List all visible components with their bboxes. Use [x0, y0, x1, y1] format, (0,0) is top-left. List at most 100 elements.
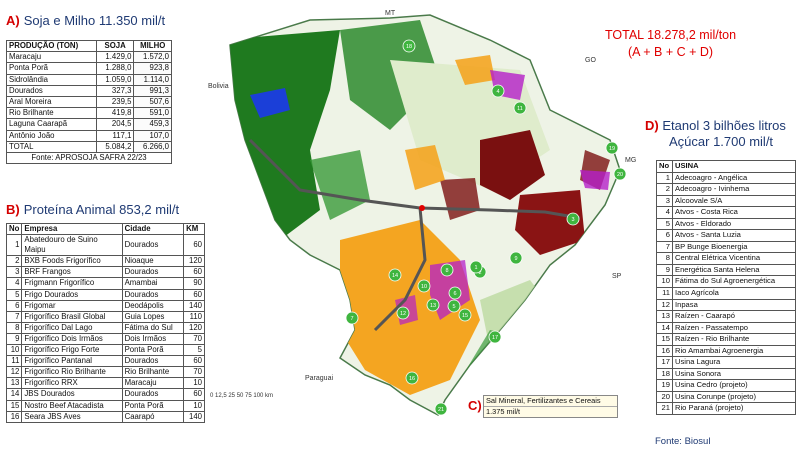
- km-cell: 10: [183, 399, 205, 412]
- table-row: 3 BRF Frangos Dourados 60: [5, 266, 205, 279]
- usina-marker-label: 9: [514, 256, 517, 262]
- usina-marker-label: 15: [462, 313, 468, 319]
- source-aprosoja: Fonte: APROSOJA SAFRA 22/23: [6, 152, 172, 165]
- milho-cell: 923,8: [133, 62, 172, 75]
- soja-cell: 1.059,0: [95, 73, 135, 86]
- milho-cell: 1.114,0: [133, 73, 172, 86]
- row-number: 1: [5, 234, 23, 257]
- row-number: 19: [656, 379, 673, 392]
- row-number: 11: [5, 355, 23, 368]
- city-cell: Ponta Porã: [121, 399, 185, 412]
- source-row: Fonte: APROSOJA SAFRA 22/23: [6, 152, 172, 165]
- row-number: 2: [656, 183, 673, 196]
- usina-marker-label: 12: [400, 311, 406, 317]
- city-cell: Dourados: [121, 388, 185, 401]
- map: MT GO MG SP Bolivia Paraguai 18 4 11 3 19 20 9…: [190, 0, 650, 455]
- municipality-cell: Dourados: [6, 84, 97, 98]
- row-number: 10: [5, 344, 23, 357]
- usina-marker: 7: [345, 311, 359, 325]
- section-c-label: Sal Mineral, Fertilizantes e Cereais: [484, 396, 617, 407]
- usina-marker-label: 7: [350, 316, 353, 322]
- usina-marker: 21: [434, 402, 448, 416]
- row-number: 3: [656, 194, 673, 208]
- section-d-title-line1: Etanol 3 bilhões litros: [662, 118, 786, 133]
- usina-cell: Atvos - Eldorado: [672, 217, 796, 231]
- table-row: 5 Atvos - Eldorado: [656, 217, 796, 231]
- row-number: 10: [656, 275, 673, 288]
- row-number: 15: [5, 399, 23, 412]
- col-header: Cidade: [121, 222, 185, 236]
- municipality-cell: Sidrolândia: [6, 73, 97, 86]
- municipality-cell: Laguna Caarapã: [6, 118, 97, 131]
- municipality-cell: Aral Moreira: [6, 96, 97, 109]
- city-marker: [419, 205, 425, 211]
- city-cell: Dourados: [121, 288, 185, 301]
- section-d-title-line2: Açúcar 1.700 mil/t: [669, 134, 774, 149]
- col-header: USINA: [672, 160, 796, 173]
- row-number: 9: [5, 332, 23, 346]
- row-number: 11: [656, 287, 673, 300]
- usina-cell: Usina Corunpe (projeto): [672, 390, 796, 404]
- row-number: 6: [5, 299, 23, 312]
- municipality-cell: Rio Brilhante: [6, 107, 97, 120]
- usina-cell: Usina Sonora: [672, 367, 796, 381]
- col-header: PRODUÇÃO (TON): [6, 39, 97, 53]
- municipality-cell: Maracaju: [6, 51, 97, 64]
- usina-cell: Raízen - Passatempo: [672, 321, 796, 335]
- table-row: Laguna Caarapã 204,5 459,3: [6, 118, 172, 131]
- soja-cell: 1.288,0: [95, 62, 135, 75]
- table-row: 12 Inpasa: [656, 298, 796, 312]
- usina-marker-label: 11: [517, 106, 523, 112]
- crop-area: [455, 55, 495, 85]
- usina-marker-label: 20: [617, 172, 623, 178]
- km-cell: 60: [183, 288, 205, 301]
- table-row: 20 Usina Corunpe (projeto): [656, 390, 796, 404]
- usina-cell: Adecoagro - Angélica: [672, 171, 796, 185]
- municipality-cell: TOTAL: [6, 140, 97, 154]
- section-b-letter: B): [6, 202, 20, 217]
- table-row: 5 Frigo Dourados Dourados 60: [5, 288, 205, 301]
- usina-marker: 6: [448, 286, 462, 300]
- col-header: Empresa: [21, 222, 123, 236]
- company-cell: Frigorífico Brasil Global: [21, 310, 123, 323]
- usina-marker-label: 16: [409, 376, 415, 382]
- usina-cell: Atvos - Costa Rica: [672, 206, 796, 219]
- usina-cell: BP Bunge Bioenergia: [672, 240, 796, 254]
- table-row: Antônio João 117,1 107,0: [6, 129, 172, 142]
- usina-marker-label: 19: [609, 146, 615, 152]
- company-cell: Frigorífico Dal Lago: [21, 321, 123, 334]
- row-number: 14: [656, 321, 673, 335]
- soja-cell: 327,3: [95, 84, 135, 98]
- section-c-box: Sal Mineral, Fertilizantes e Cereais 1.3…: [483, 395, 618, 418]
- table-row: 6 Atvos - Santa Luzia: [656, 229, 796, 242]
- table-row: 3 Alcoovale S/A: [656, 194, 796, 208]
- city-cell: Maracaju: [121, 377, 185, 390]
- company-cell: Frigomar: [21, 299, 123, 312]
- soja-cell: 1.429,0: [95, 51, 135, 64]
- table-row: 18 Usina Sonora: [656, 367, 796, 381]
- col-header: No: [5, 222, 23, 236]
- table-row: Rio Brilhante 419,8 591,0: [6, 107, 172, 120]
- km-cell: 60: [183, 266, 205, 279]
- usina-cell: Alcoovale S/A: [672, 194, 796, 208]
- row-number: 13: [5, 377, 23, 390]
- city-cell: Caarapó: [121, 410, 185, 423]
- city-cell: Amambai: [121, 277, 185, 290]
- milho-cell: 1.572,0: [133, 51, 172, 64]
- total-line2: (A + B + C + D): [627, 45, 714, 59]
- row-number: 7: [656, 240, 673, 254]
- table-row: TOTAL 5.084,2 6.266,0: [6, 140, 172, 154]
- col-header: SOJA: [95, 39, 135, 53]
- section-a-title-text: Soja e Milho 11.350 mil/t: [23, 13, 166, 28]
- table-row: 15 Raízen - Rio Brilhante: [656, 333, 796, 346]
- city-cell: Deodápolis: [121, 299, 185, 312]
- eucalyptus-area: [480, 130, 545, 200]
- row-number: 18: [656, 367, 673, 381]
- source-biosul: Fonte: Biosul: [655, 436, 711, 447]
- usina-marker: 11: [513, 101, 527, 115]
- milho-cell: 591,0: [133, 107, 172, 120]
- table-row: 14 JBS Dourados Dourados 60: [5, 388, 205, 401]
- company-cell: Frigorífico Dois Irmãos: [21, 332, 123, 346]
- km-cell: 140: [183, 299, 205, 312]
